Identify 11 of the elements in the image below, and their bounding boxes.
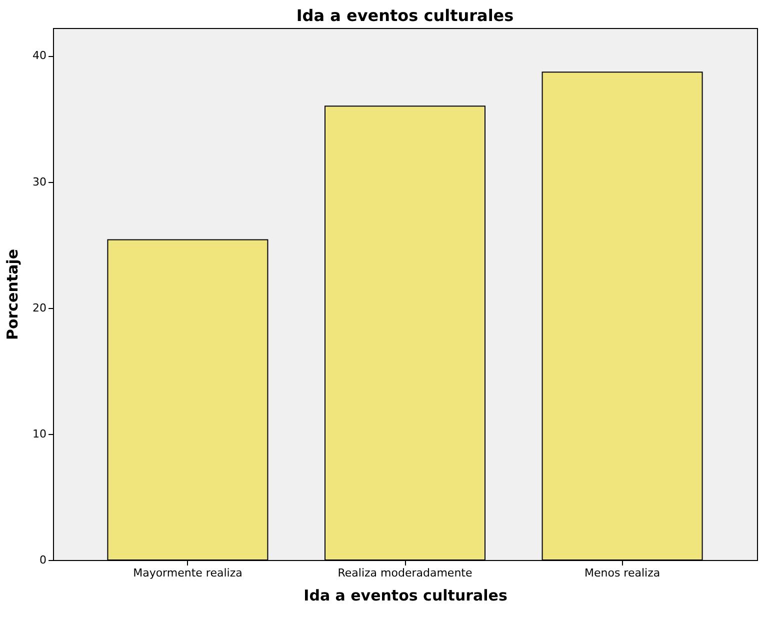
chart-title: Ida a eventos culturales	[296, 6, 514, 25]
y-axis-title: Porcentaje	[4, 248, 22, 340]
y-tick-label: 30	[32, 175, 46, 188]
x-tick-label: Menos realiza	[584, 566, 660, 580]
y-tick-label: 0	[40, 554, 46, 566]
x-tick-label: Mayormente realiza	[133, 566, 242, 580]
y-tick-label: 20	[32, 301, 46, 314]
x-axis-title: Ida a eventos culturales	[304, 586, 508, 604]
y-tick-label: 40	[32, 49, 46, 62]
x-tick-label: Realiza moderadamente	[338, 566, 472, 580]
y-tick-label: 10	[32, 427, 46, 440]
